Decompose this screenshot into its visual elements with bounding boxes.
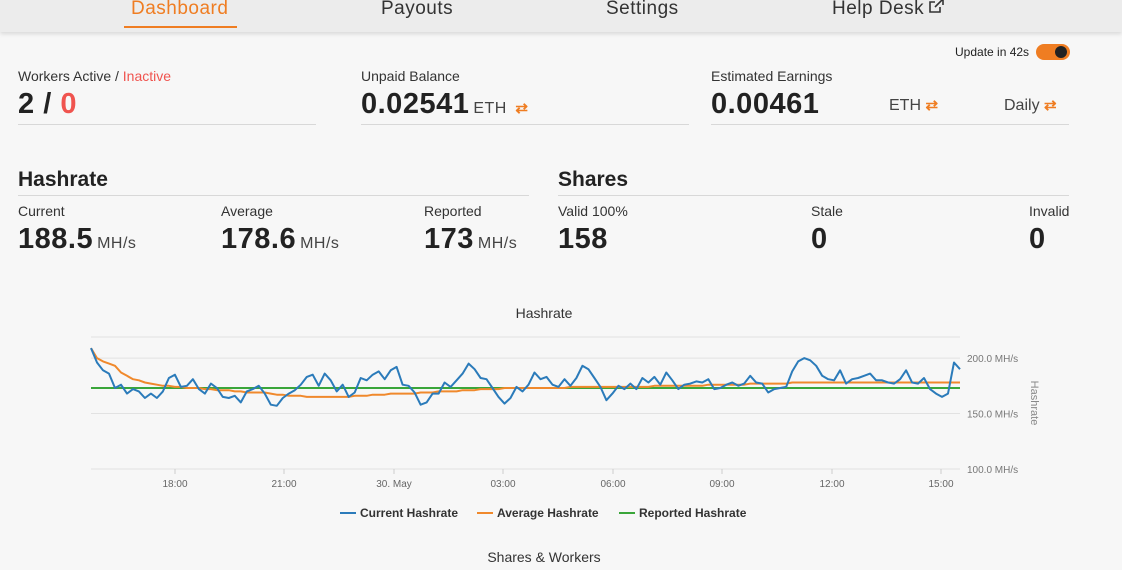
current-hashrate-number: 188.5 bbox=[18, 223, 94, 255]
y-tick-label: 100.0 MH/s bbox=[967, 465, 1018, 476]
workers-inactive-label: Inactive bbox=[122, 68, 172, 84]
invalid-shares-label: Invalid bbox=[1029, 203, 1070, 219]
divider bbox=[558, 195, 1069, 196]
valid-shares-value: 158 bbox=[558, 223, 608, 255]
legend-average-label: Average Hashrate bbox=[497, 506, 599, 520]
balance-unit: ETH bbox=[473, 100, 507, 117]
x-tick-label: 30. May bbox=[376, 479, 412, 490]
shares-section-title: Shares bbox=[558, 168, 629, 191]
tab-settings[interactable]: Settings bbox=[606, 0, 679, 19]
tab-help-desk[interactable]: Help Desk bbox=[832, 0, 944, 20]
toggle-knob bbox=[1055, 46, 1067, 58]
reported-hashrate-label: Reported bbox=[424, 203, 482, 219]
x-tick-label: 12:00 bbox=[819, 479, 844, 490]
stale-shares-label: Stale bbox=[811, 203, 843, 219]
workers-active-label: Workers Active bbox=[18, 68, 112, 84]
legend-reported-label: Reported Hashrate bbox=[639, 506, 747, 520]
current-hashrate-line bbox=[90, 347, 961, 407]
y-tick-label: 150.0 MH/s bbox=[967, 410, 1018, 421]
hashrate-unit: MH/s bbox=[97, 235, 137, 252]
hashrate-unit: MH/s bbox=[300, 235, 340, 252]
y-axis-label: Hashrate bbox=[1028, 381, 1040, 426]
currency-swap-icon: ⇄ bbox=[925, 97, 939, 114]
legend-reported[interactable]: Reported Hashrate bbox=[619, 506, 746, 520]
workers-value: 2 / 0 bbox=[18, 88, 77, 121]
current-hashrate-value: 188.5 MH/s bbox=[18, 223, 136, 256]
stale-shares-value: 0 bbox=[811, 223, 828, 255]
auto-update-toggle[interactable] bbox=[1036, 44, 1070, 60]
period-swap-icon: ⇄ bbox=[1044, 97, 1057, 114]
hashrate-unit: MH/s bbox=[477, 235, 518, 252]
x-tick-label: 15:00 bbox=[928, 479, 953, 490]
average-hashrate-label: Average bbox=[221, 203, 273, 219]
x-tick-label: 06:00 bbox=[600, 479, 625, 490]
workers-value-separator: / bbox=[43, 88, 52, 120]
x-tick-label: 18:00 bbox=[162, 479, 187, 490]
divider bbox=[18, 124, 316, 125]
divider bbox=[361, 124, 689, 125]
workers-label: Workers Active / Inactive bbox=[18, 68, 171, 84]
reported-hashrate-number: 173 bbox=[424, 223, 474, 255]
unpaid-balance-amount: 0.02541 bbox=[361, 88, 470, 120]
estimated-earnings-value: 0.00461 bbox=[711, 88, 820, 120]
average-hashrate-line bbox=[90, 347, 960, 398]
divider bbox=[18, 195, 529, 196]
external-link-icon bbox=[929, 0, 944, 13]
chart-title: Hashrate bbox=[515, 305, 573, 321]
x-tick-label: 21:00 bbox=[271, 479, 296, 490]
invalid-shares-value: 0 bbox=[1029, 223, 1046, 255]
currency-swap-icon[interactable]: ⇄ bbox=[515, 100, 529, 117]
workers-separator: / bbox=[115, 68, 119, 84]
unpaid-balance-value: 0.02541 ETH ⇄ bbox=[361, 88, 528, 121]
legend-current-label: Current Hashrate bbox=[360, 506, 459, 520]
shares-workers-title: Shares & Workers bbox=[487, 549, 601, 565]
tab-dashboard[interactable]: Dashboard bbox=[131, 0, 229, 19]
top-nav: Dashboard Payouts Settings Help Desk bbox=[0, 0, 1122, 32]
active-tab-indicator bbox=[124, 26, 237, 28]
update-countdown: Update in 42s bbox=[955, 45, 1030, 59]
legend-swatch bbox=[619, 511, 635, 514]
average-hashrate-value: 178.6 MH/s bbox=[221, 223, 339, 256]
reported-hashrate-value: 173 MH/s bbox=[424, 223, 517, 256]
valid-shares-label: Valid 100% bbox=[558, 203, 628, 219]
workers-active-count: 2 bbox=[18, 88, 35, 120]
tab-payouts[interactable]: Payouts bbox=[381, 0, 454, 19]
divider bbox=[711, 124, 1069, 125]
legend-swatch bbox=[477, 511, 493, 514]
tab-help-desk-label: Help Desk bbox=[832, 0, 925, 19]
x-tick-label: 09:00 bbox=[709, 479, 734, 490]
legend-current[interactable]: Current Hashrate bbox=[340, 506, 458, 520]
x-tick-label: 03:00 bbox=[490, 479, 515, 490]
estimated-earnings-label: Estimated Earnings bbox=[711, 68, 833, 84]
earnings-period-switch[interactable]: Daily ⇄ bbox=[1004, 96, 1057, 115]
y-tick-label: 200.0 MH/s bbox=[967, 354, 1018, 365]
workers-inactive-count: 0 bbox=[60, 88, 77, 120]
earnings-unit-switch[interactable]: ETH ⇄ bbox=[889, 96, 938, 115]
unpaid-balance-label: Unpaid Balance bbox=[361, 68, 460, 84]
current-hashrate-label: Current bbox=[18, 203, 65, 219]
earnings-period: Daily bbox=[1004, 97, 1040, 114]
earnings-unit: ETH bbox=[889, 97, 921, 114]
legend-average[interactable]: Average Hashrate bbox=[477, 506, 599, 520]
hashrate-chart: 100.0 MH/s 150.0 MH/s 200.0 MH/s Hashrate 18… bbox=[90, 336, 1040, 490]
average-hashrate-number: 178.6 bbox=[221, 223, 297, 255]
legend-swatch bbox=[340, 511, 356, 514]
hashrate-section-title: Hashrate bbox=[18, 168, 108, 191]
